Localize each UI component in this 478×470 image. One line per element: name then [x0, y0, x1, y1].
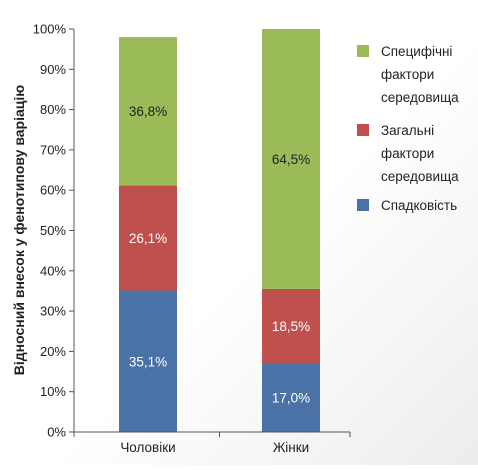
y-tick-label: 30% — [40, 304, 66, 319]
bar-segment — [262, 29, 320, 289]
bar-segment — [262, 363, 320, 432]
data-label: 17,0% — [272, 391, 310, 406]
bar-segment — [262, 288, 320, 364]
x-tick-label: Жінки — [273, 440, 309, 455]
legend-label: фактори — [381, 67, 434, 82]
y-tick-label: 90% — [40, 62, 66, 77]
y-tick-label: 10% — [40, 384, 66, 399]
legend-swatch — [357, 199, 369, 211]
y-tick-label: 100% — [33, 22, 67, 37]
legend-label: середовища — [381, 169, 459, 184]
y-tick-label: 50% — [40, 223, 66, 238]
data-label: 18,5% — [272, 319, 310, 334]
data-label: 36,8% — [129, 104, 167, 119]
y-tick-label: 60% — [40, 183, 66, 198]
legend-swatch — [357, 45, 369, 57]
bar-segment — [119, 185, 177, 291]
y-tick-label: 40% — [40, 263, 66, 278]
data-label: 26,1% — [129, 231, 167, 246]
bar-segment — [119, 290, 177, 432]
legend-label: середовища — [381, 90, 459, 105]
legend-swatch — [357, 124, 369, 136]
legend-label: фактори — [381, 146, 434, 161]
bar-segment — [119, 37, 177, 186]
y-tick-label: 0% — [47, 425, 66, 440]
y-tick-label: 80% — [40, 102, 66, 117]
y-tick-label: 70% — [40, 142, 66, 157]
legend-label: Специфічні — [381, 44, 452, 59]
legend-label: Загальні — [381, 123, 434, 138]
x-tick-label: Чоловіки — [120, 440, 175, 455]
y-axis-title: Відносний внесок у фенотипову варіацію — [11, 85, 27, 375]
data-label: 35,1% — [129, 354, 167, 369]
y-tick-label: 20% — [40, 344, 66, 359]
data-label: 64,5% — [272, 152, 310, 167]
legend-label: Спадковість — [381, 198, 457, 213]
